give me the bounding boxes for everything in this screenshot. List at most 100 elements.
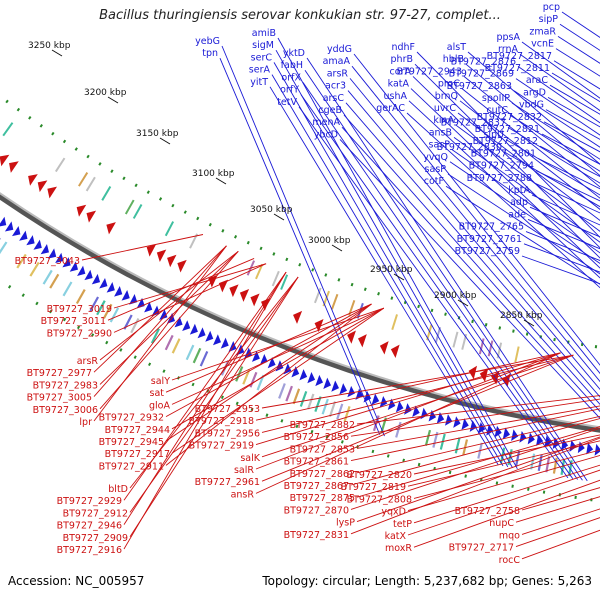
forward-gene-arrow — [47, 248, 57, 259]
reverse-gene-label: ansR — [231, 489, 255, 500]
forward-label-line — [221, 45, 385, 437]
forward-gene-label: adp — [510, 197, 528, 208]
reverse-label-line — [171, 307, 385, 430]
forward-gene-label: sipU — [483, 130, 504, 141]
forward-label-line — [410, 88, 600, 269]
forward-gene-label: BT9727_2765 — [459, 222, 524, 233]
reverse-gene-arrow — [357, 334, 367, 348]
forward-gene-arrow — [477, 422, 486, 434]
cog-color-mark — [478, 338, 485, 355]
forward-label-line — [349, 78, 600, 383]
cog-color-mark — [452, 331, 459, 348]
reverse-gene-label: BT9727_2856 — [284, 432, 349, 443]
forward-gene-label: spoIIP — [482, 93, 510, 104]
forward-gene-label: BT9727_2869 — [449, 69, 514, 80]
forward-gene-arrow — [84, 269, 93, 281]
tick-label: 2950 kbp — [370, 265, 413, 275]
forward-gene-label: yddG — [327, 44, 352, 55]
tick-label: 3100 kbp — [192, 169, 235, 179]
forward-gene-arrow — [91, 273, 101, 285]
tick-mark — [273, 213, 285, 221]
cog-color-mark — [391, 314, 398, 331]
cog-color-mark — [49, 273, 60, 289]
forward-gene-label: cgeB — [318, 105, 342, 116]
forward-gene-label: ushA — [384, 91, 408, 102]
reverse-gene-label: BT9727_2862 — [290, 469, 355, 480]
forward-gene-arrow — [69, 261, 79, 272]
cog-color-mark — [336, 403, 344, 420]
cog-color-mark — [150, 328, 160, 344]
reverse-label-line — [407, 469, 600, 536]
forward-gene-arrow — [159, 309, 168, 320]
forward-gene-arrow — [251, 350, 260, 362]
forward-gene-arrow — [0, 216, 7, 227]
forward-gene-label: kinA — [433, 115, 454, 126]
forward-gene-label: amaA — [323, 56, 351, 67]
forward-gene-label: ansB — [429, 127, 452, 138]
forward-gene-label: BT9727_2794 — [469, 161, 534, 172]
reverse-label-line — [261, 354, 574, 482]
reverse-gene-arrow — [239, 288, 250, 302]
forward-gene-arrow — [586, 442, 594, 455]
reverse-gene-label: gloA — [149, 400, 170, 411]
forward-gene-label: BT9727_2812 — [473, 136, 538, 147]
forward-gene-label: amiB — [252, 28, 276, 39]
forward-gene-label: ppsA — [496, 32, 520, 43]
forward-gene-arrow — [453, 416, 461, 428]
forward-label-line — [406, 112, 600, 289]
tick-mark — [51, 49, 63, 57]
reverse-gene-label: katX — [385, 531, 407, 542]
forward-gene-arrow — [347, 385, 356, 398]
forward-gene-label: yvqQ — [423, 152, 448, 163]
forward-gene-label: vbdG — [519, 100, 544, 111]
forward-label-line — [345, 102, 600, 398]
forward-label-line — [465, 63, 600, 177]
reverse-gene-arrow — [390, 344, 400, 358]
forward-gene-arrow — [55, 252, 64, 264]
cog-color-mark — [249, 371, 258, 388]
cog-color-mark — [102, 303, 113, 319]
reverse-gene-label: moxR — [385, 543, 412, 554]
reverse-label-line — [123, 271, 287, 550]
reverse-gene-arrow — [167, 254, 177, 268]
reverse-label-line — [413, 434, 600, 475]
tick-label: 3050 kbp — [250, 205, 293, 215]
reverse-label-line — [350, 398, 600, 437]
forward-label-line — [463, 76, 600, 188]
reverse-gene-label: salR — [234, 465, 254, 476]
cog-color-mark — [199, 350, 209, 367]
reverse-label-line — [99, 250, 239, 361]
forward-gene-label: ndhF — [391, 42, 415, 53]
forward-gene-arrow — [436, 412, 445, 424]
forward-gene-label: BT9727_2863 — [447, 81, 512, 92]
forward-gene-label: BT9727_2759 — [455, 246, 520, 257]
forward-gene-arrow — [291, 366, 300, 378]
reverse-gene-label: BT9727_2932 — [99, 413, 164, 424]
forward-gene-arrow — [182, 320, 191, 332]
reverse-gene-arrow — [9, 161, 19, 173]
forward-gene-label: tetV — [277, 97, 297, 108]
reverse-gene-label: BT9727_2961 — [195, 477, 260, 488]
cog-color-mark — [285, 385, 293, 402]
reverse-label-line — [255, 352, 561, 494]
forward-gene-label: brnQ — [435, 91, 458, 102]
tick-mark — [159, 137, 171, 145]
forward-label-line — [353, 53, 600, 366]
cog-color-mark — [292, 388, 301, 405]
reverse-label-line — [171, 307, 385, 405]
cog-color-mark — [132, 203, 143, 219]
reverse-gene-label: BT9727_2945 — [99, 437, 164, 448]
forward-gene-arrow — [594, 443, 600, 456]
forward-gene-arrow — [33, 239, 42, 250]
forward-gene-label: fabH — [281, 60, 303, 71]
forward-gene-label: araC — [526, 75, 549, 86]
forward-gene-arrow — [114, 286, 123, 297]
forward-label-line — [467, 51, 600, 165]
cog-color-mark — [101, 186, 112, 201]
forward-label-line — [219, 58, 381, 435]
reverse-gene-label: rocC — [499, 555, 521, 566]
tick-label: 2850 kbp — [500, 311, 543, 321]
reverse-gene-arrow — [314, 318, 324, 333]
forward-gene-label: sasP — [425, 164, 447, 175]
forward-label-line — [277, 37, 518, 470]
